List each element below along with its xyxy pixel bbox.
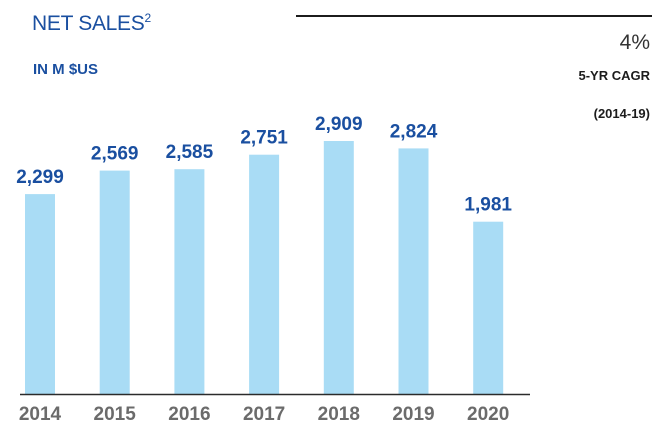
kpi-period: (2014-19) <box>593 106 650 121</box>
bar-2017 <box>249 154 280 394</box>
kpi-label: 5-YR CAGR <box>578 68 650 83</box>
data-label-2016: 2,585 <box>166 142 214 163</box>
kpi-value: 4% <box>619 31 650 54</box>
data-label-2015: 2,569 <box>91 144 139 165</box>
x-tick-2019: 2019 <box>392 404 434 425</box>
x-tick-2014: 2014 <box>19 404 62 425</box>
kpi-divider <box>296 15 652 17</box>
unit-label: IN M $US <box>33 61 99 78</box>
x-tick-2015: 2015 <box>94 404 137 425</box>
data-label-2014: 2,299 <box>16 167 64 188</box>
data-label-2020: 1,981 <box>464 195 512 216</box>
bar-2016 <box>174 169 205 394</box>
title-footnote: 2 <box>144 11 151 25</box>
data-label-2018: 2,909 <box>315 114 363 135</box>
bar-2020 <box>473 221 504 394</box>
bar-2015 <box>99 170 130 394</box>
data-label-2019: 2,824 <box>390 121 438 142</box>
bar-2019 <box>398 148 429 394</box>
x-tick-2016: 2016 <box>168 404 210 425</box>
x-tick-2017: 2017 <box>243 404 285 425</box>
chart-title: NET SALES2 <box>32 11 151 36</box>
data-label-2017: 2,751 <box>240 128 288 149</box>
x-tick-2020: 2020 <box>467 404 509 425</box>
bar-2014 <box>25 194 55 394</box>
bar-2018 <box>323 141 354 394</box>
chart-title-text: NET SALES <box>32 12 145 35</box>
x-tick-2018: 2018 <box>318 404 360 425</box>
